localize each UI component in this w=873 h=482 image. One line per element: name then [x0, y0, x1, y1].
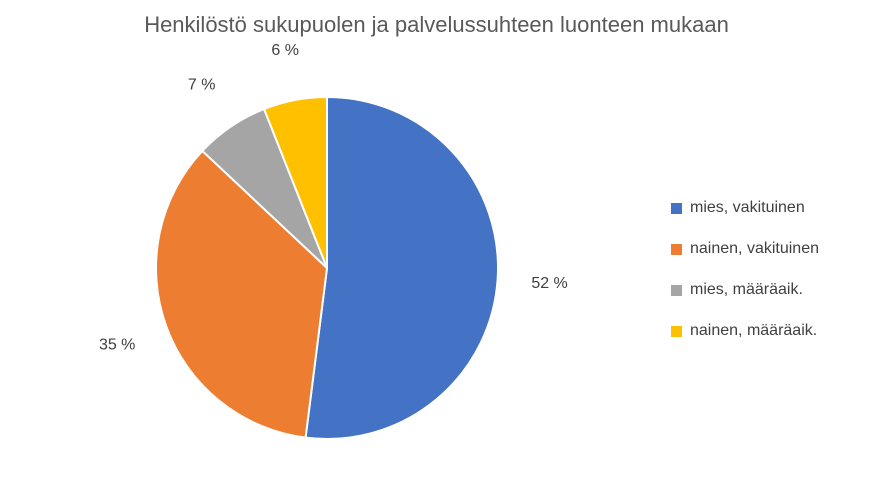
legend-label: nainen, vakituinen	[690, 240, 819, 257]
legend: mies, vakituinen nainen, vakituinen mies, …	[671, 198, 819, 362]
legend-swatch	[671, 202, 682, 214]
pie-slice-4	[262, 95, 328, 269]
legend-label: nainen, määräaik.	[690, 322, 818, 339]
data-label-2: 35 %	[99, 337, 135, 354]
pie-slice-2	[154, 149, 329, 439]
chart-title: Henkilöstö sukupuolen ja palvelussuhteen…	[144, 12, 729, 37]
legend-label: mies, määräaik.	[690, 281, 803, 298]
legend-item-1: mies, vakituinen	[671, 198, 819, 218]
data-label-4: 6 %	[271, 42, 299, 59]
legend-item-2: nainen, vakituinen	[671, 239, 819, 259]
legend-swatch	[671, 243, 682, 255]
legend-swatch	[671, 325, 682, 337]
pie-slice-1	[304, 95, 499, 440]
legend-item-3: mies, määräaik.	[671, 280, 819, 300]
data-label-3: 7 %	[188, 77, 216, 94]
data-label-1: 52 %	[531, 275, 567, 292]
legend-item-4: nainen, määräaik.	[671, 321, 819, 341]
legend-label: mies, vakituinen	[690, 199, 805, 216]
legend-swatch	[671, 284, 682, 296]
